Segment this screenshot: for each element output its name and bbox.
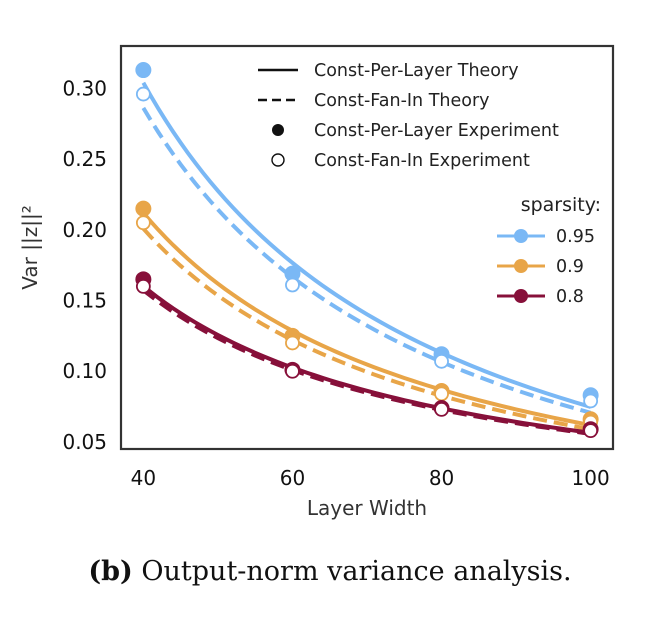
legend-series-marker-0.9	[514, 259, 528, 273]
x-tick-label-2: 80	[429, 466, 454, 490]
theory-fan-in-line-0.95	[141, 106, 592, 415]
legend-label-0: Const-Per-Layer Theory	[314, 61, 519, 81]
theory-fan-in-line-0.9	[141, 227, 591, 432]
exp-fan-in-point-0.95-0	[135, 86, 151, 102]
x-tick-label-0: 40	[131, 466, 156, 490]
y-axis-label: Var ||z||²	[18, 205, 42, 289]
legend-series-marker-0.8	[514, 289, 528, 303]
exp-fan-in-point-0.95-3	[583, 393, 599, 409]
legend-label-1: Const-Fan-In Theory	[314, 91, 490, 111]
exp-fan-in-point-0.8-0	[135, 278, 151, 294]
exp-fan-in-point-0.9-1	[285, 335, 300, 351]
caption-prefix: (b)	[88, 556, 133, 587]
legend-series-marker-0.95	[514, 229, 528, 243]
plot-frame	[119, 44, 615, 451]
legend-label-3: Const-Fan-In Experiment	[314, 151, 530, 171]
x-tick-label-3: 100	[572, 466, 610, 490]
y-tick-label-2: 0.15	[62, 289, 107, 313]
theory-per-layer-line-0.8	[142, 284, 591, 435]
legend-series-label-0.9: 0.9	[556, 257, 584, 277]
chart: 40 60 80 100 0.05 0.10 0.15 0.20 0.25 0.30 Layer W…	[18, 44, 615, 520]
legend-label-2: Const-Per-Layer Experiment	[314, 121, 559, 141]
y-tick-label-1: 0.10	[62, 359, 107, 383]
y-tick-label-4: 0.25	[62, 147, 107, 171]
caption-text: Output-norm variance analysis.	[141, 556, 572, 587]
exp-fan-in-point-0.95-1	[285, 277, 300, 293]
exp-per-layer-point-0.95-0	[135, 62, 152, 79]
exp-fan-in-point-0.95-2	[434, 353, 449, 369]
legend-series-label-0.8: 0.8	[556, 287, 584, 307]
chart-svg: 40 60 80 100 0.05 0.10 0.15 0.20 0.25 0.30 Layer W…	[18, 44, 615, 520]
exp-fan-in-point-0.9-0	[135, 215, 151, 231]
y-tick-label-0: 0.05	[62, 430, 107, 454]
legend-sparsity-title: sparsity:	[521, 194, 601, 216]
y-tick-label-5: 0.30	[62, 76, 107, 100]
theory-per-layer-line-0.95	[141, 81, 592, 409]
exp-fan-in-point-0.8-2	[434, 402, 449, 417]
x-tick-label-1: 60	[280, 466, 305, 490]
legend-series-label-0.95: 0.95	[556, 227, 595, 247]
theory-per-layer-line-0.9	[141, 211, 592, 428]
figure-caption: (b) Output-norm variance analysis.	[0, 556, 660, 587]
exp-fan-in-point-0.9-2	[434, 386, 449, 402]
exp-fan-in-point-0.8-1	[285, 363, 300, 379]
legend-filled-marker-swatch	[272, 124, 284, 136]
y-tick-label-3: 0.20	[62, 218, 107, 242]
exp-per-layer-point-0.9-0	[135, 200, 152, 217]
exp-fan-in-point-0.8-3	[583, 423, 599, 439]
legend-open-marker-swatch	[271, 153, 285, 167]
x-axis-label: Layer Width	[307, 496, 427, 520]
